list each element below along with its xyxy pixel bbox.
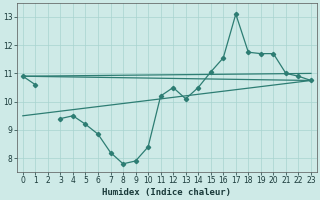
X-axis label: Humidex (Indice chaleur): Humidex (Indice chaleur) [102,188,231,197]
